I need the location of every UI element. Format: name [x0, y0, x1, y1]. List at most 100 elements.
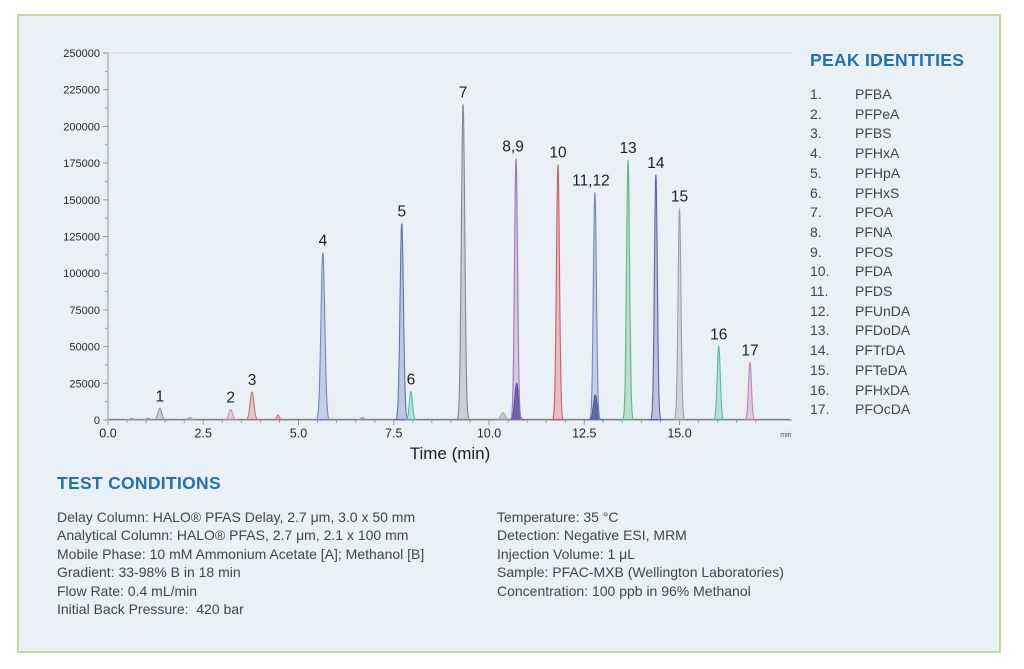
- peak-identity-number: 7.: [810, 204, 822, 221]
- peak-number-label: 10: [549, 145, 567, 162]
- test-condition-line: Temperature: 35 °C: [497, 509, 619, 525]
- peak-number-label: 1: [156, 388, 165, 405]
- peak-identity-number: 4.: [810, 145, 822, 162]
- peak-number-label: 3: [248, 372, 257, 389]
- peak-identity-item: 3. PFBS: [810, 124, 964, 144]
- peak-number-label: 2: [226, 390, 235, 407]
- peak-identity-name: PFDS: [855, 283, 893, 300]
- peak-identity-item: 5. PFHpA: [810, 164, 964, 184]
- peak-number-label: 7: [459, 84, 468, 101]
- peak-trace: [394, 223, 410, 421]
- minor-peak-trace: [124, 417, 140, 421]
- peak-identity-item: 10. PFDA: [810, 262, 964, 282]
- y-tick-label: 125000: [63, 232, 100, 244]
- x-tick-label: 10.0: [477, 427, 501, 441]
- peak-identity-name: PFPeA: [855, 105, 900, 122]
- peak-identity-name: PFBS: [855, 125, 892, 142]
- test-conditions-title: TEST CONDITIONS: [57, 473, 221, 493]
- peak-identity-item: 14. PFTrDA: [810, 341, 964, 361]
- peak-identity-number: 15.: [810, 361, 830, 378]
- y-tick-label: 150000: [63, 195, 100, 207]
- peak-trace: [152, 407, 168, 421]
- peak-identity-item: 8. PFNA: [810, 223, 964, 243]
- peak-identity-item: 6. PFHxS: [810, 184, 964, 204]
- peak-number-label: 4: [319, 233, 328, 250]
- peak-identity-name: PFHxA: [855, 145, 900, 162]
- test-conditions-right-column: Temperature: 35 °C Detection: Negative ES…: [497, 508, 784, 618]
- peak-identities-list: 1. PFBA 2. PFPeA 3. PFBS 4. PFHxA 5. PFHpA 6. PFHxS…: [810, 85, 964, 420]
- peak-number-label: 16: [710, 327, 727, 344]
- y-tick-label: 100000: [63, 268, 100, 280]
- peak-identity-name: PFHpA: [855, 164, 901, 181]
- peak-identity-item: 4. PFHxA: [810, 144, 964, 164]
- peak-trace: [244, 391, 260, 421]
- test-condition-line: Analytical Column: HALO® PFAS, 2.7 μm, 2…: [57, 527, 409, 544]
- peak-identity-name: PFHxDA: [855, 381, 910, 398]
- peak-identity-number: 9.: [810, 243, 822, 260]
- test-conditions-columns: Delay Column: HALO® PFAS Delay, 2.7 μm, …: [57, 508, 784, 618]
- peak-identity-name: PFNA: [855, 223, 893, 240]
- peak-trace: [673, 208, 686, 421]
- y-tick-label: 50000: [69, 342, 100, 354]
- peak-identity-number: 6.: [810, 184, 822, 201]
- peak-identity-item: 13. PFDoDA: [810, 321, 964, 341]
- x-tick-label: 2.5: [195, 427, 212, 441]
- peak-identity-item: 9. PFOS: [810, 243, 964, 263]
- y-tick-label: 250000: [63, 48, 100, 60]
- peak-trace: [509, 158, 523, 421]
- x-axis-title: Time (min): [410, 444, 491, 463]
- peak-identity-name: PFTeDA: [855, 361, 908, 378]
- peak-trace-secondary: [509, 382, 525, 421]
- peak-number-label: 8,9: [502, 139, 524, 156]
- peak-identity-item: 15. PFTeDA: [810, 361, 964, 381]
- peak-trace: [455, 104, 471, 421]
- peak-trace: [649, 174, 663, 421]
- peak-number-label: 5: [397, 203, 406, 220]
- peak-number-label: 15: [671, 189, 688, 206]
- peak-identity-item: 16. PFHxDA: [810, 381, 964, 401]
- peak-identity-name: PFOcDA: [855, 401, 911, 418]
- peak-identity-name: PFHxS: [855, 184, 900, 201]
- y-tick-label: 75000: [69, 305, 100, 317]
- peak-trace: [744, 361, 756, 421]
- peak-trace: [551, 164, 565, 421]
- test-condition-line: Initial Back Pressure: 420 bar: [57, 601, 244, 618]
- peak-trace: [712, 345, 725, 421]
- y-tick-label: 175000: [63, 158, 100, 170]
- peak-identity-name: PFDA: [855, 263, 893, 280]
- peak-identity-item: 12. PFUnDA: [810, 302, 964, 322]
- peak-identity-number: 8.: [810, 223, 822, 240]
- x-tick-label: 7.5: [385, 427, 402, 441]
- test-condition-line: Mobile Phase: 10 mM Ammonium Acetate [A]…: [57, 545, 425, 562]
- peak-number-label: 17: [741, 343, 758, 360]
- y-tick-label: 25000: [69, 378, 100, 390]
- peak-identity-name: PFDoDA: [855, 322, 911, 339]
- peak-identity-item: 7. PFOA: [810, 203, 964, 223]
- x-tick-label: 12.5: [572, 427, 596, 441]
- test-conditions-left-column: Delay Column: HALO® PFAS Delay, 2.7 μm, …: [57, 508, 497, 618]
- test-condition-line: Concentration: 100 ppb in 96% Methanol: [497, 582, 751, 599]
- peak-identity-name: PFOA: [855, 204, 894, 221]
- test-conditions-panel: TEST CONDITIONS Delay Column: HALO® PFAS…: [57, 473, 784, 618]
- peak-identity-number: 14.: [810, 342, 830, 359]
- x-tick-label: 15.0: [667, 427, 691, 441]
- peak-identity-number: 1.: [810, 86, 822, 102]
- peak-number-label: 14: [647, 155, 665, 172]
- peak-trace: [314, 252, 332, 421]
- x-axis-unit-label: min: [780, 432, 791, 439]
- x-tick-label: 5.0: [290, 427, 307, 441]
- peak-identities-panel: PEAK IDENTITIES 1. PFBA 2. PFPeA 3. PFBS 4. PFH…: [810, 50, 964, 420]
- peak-trace: [621, 160, 635, 421]
- peak-identity-number: 12.: [810, 302, 830, 319]
- peak-number-label: 11,12: [572, 172, 610, 189]
- peak-identity-number: 3.: [810, 125, 822, 142]
- minor-peak-trace: [354, 417, 371, 421]
- y-tick-label: 225000: [63, 85, 100, 97]
- peak-identity-name: PFOS: [855, 243, 894, 260]
- peak-trace: [404, 390, 417, 421]
- test-condition-line: Detection: Negative ESI, MRM: [497, 527, 687, 544]
- test-condition-line: Sample: PFAC-MXB (Wellington Laboratorie…: [497, 564, 784, 581]
- peak-identities-title: PEAK IDENTITIES: [810, 50, 965, 70]
- peak-trace: [588, 192, 602, 421]
